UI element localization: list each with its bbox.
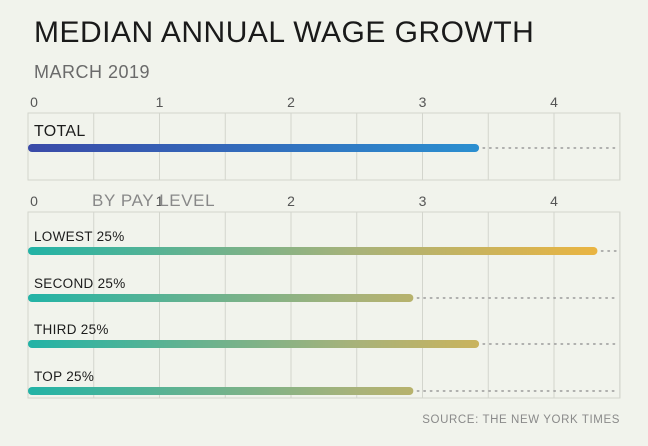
pay-level-bar-label: LOWEST 25% xyxy=(34,229,125,244)
pay-level-tick-label: 2 xyxy=(287,193,295,209)
total-tick-label: 2 xyxy=(287,94,295,110)
total-tick-label: 3 xyxy=(419,94,427,110)
pay-level-bar-label: TOP 25% xyxy=(34,369,94,384)
total-bar-label: TOTAL xyxy=(34,123,86,140)
pay-level-tick-label: 3 xyxy=(419,193,427,209)
total-tick-label: 1 xyxy=(156,94,164,110)
pay-level-section-title: BY PAY LEVEL xyxy=(92,191,215,210)
pay-level-tick-label: 1 xyxy=(156,193,164,209)
pay-level-bar-label: SECOND 25% xyxy=(34,276,126,291)
total-tick-label: 0 xyxy=(30,94,38,110)
chart-title: MEDIAN ANNUAL WAGE GROWTH xyxy=(34,16,535,49)
pay-level-tick-label: 0 xyxy=(30,193,38,209)
total-tick-label: 4 xyxy=(550,94,558,110)
pay-level-bar-label: THIRD 25% xyxy=(34,322,109,337)
source-note: SOURCE: THE NEW YORK TIMES xyxy=(422,414,620,426)
chart-subtitle: MARCH 2019 xyxy=(34,62,151,82)
pay-level-tick-label: 4 xyxy=(550,193,558,209)
